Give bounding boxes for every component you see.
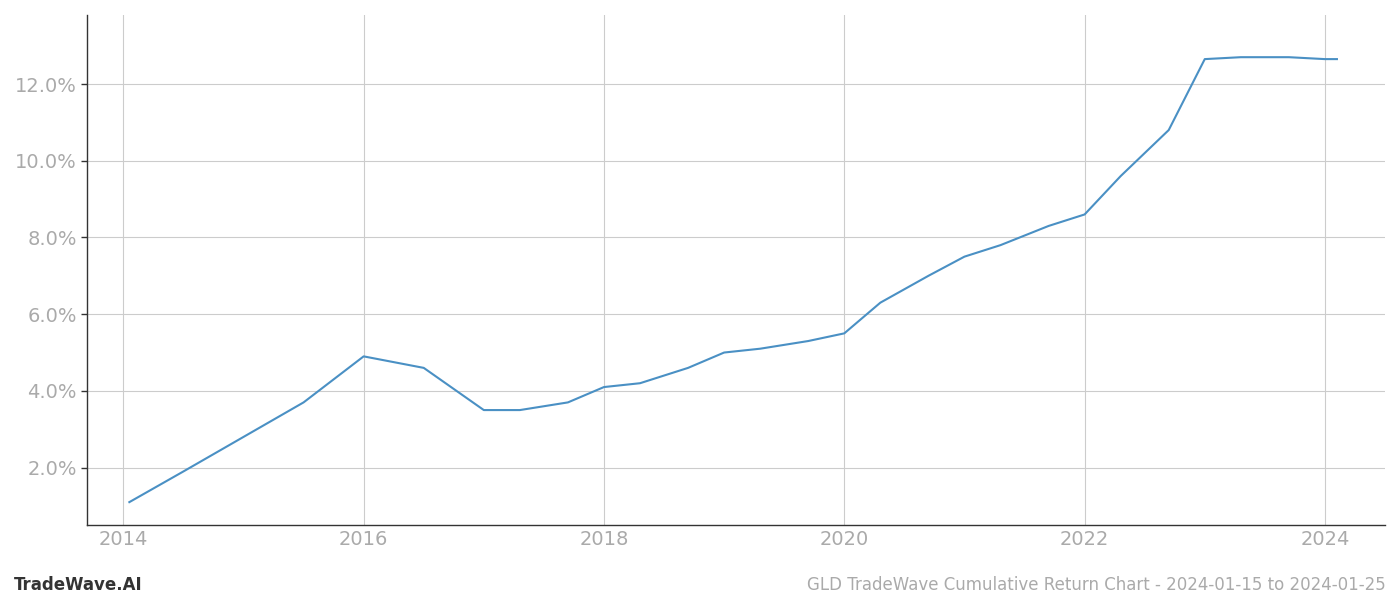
Text: TradeWave.AI: TradeWave.AI xyxy=(14,576,143,594)
Text: GLD TradeWave Cumulative Return Chart - 2024-01-15 to 2024-01-25: GLD TradeWave Cumulative Return Chart - … xyxy=(808,576,1386,594)
